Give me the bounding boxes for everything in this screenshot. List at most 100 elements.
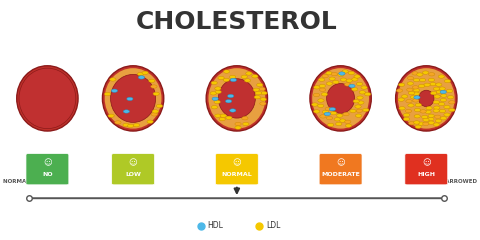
Circle shape	[433, 101, 440, 104]
Circle shape	[235, 122, 241, 126]
Circle shape	[405, 109, 412, 113]
Circle shape	[426, 107, 432, 110]
Ellipse shape	[398, 68, 455, 129]
Circle shape	[246, 72, 252, 75]
Circle shape	[319, 78, 325, 81]
Circle shape	[413, 89, 420, 92]
Circle shape	[359, 91, 365, 94]
Circle shape	[331, 72, 337, 76]
Circle shape	[108, 114, 114, 117]
Circle shape	[401, 95, 408, 98]
Circle shape	[444, 79, 451, 83]
Circle shape	[439, 87, 445, 90]
Circle shape	[410, 96, 417, 99]
Ellipse shape	[312, 68, 369, 129]
Ellipse shape	[326, 84, 355, 113]
Circle shape	[326, 72, 332, 75]
Circle shape	[342, 70, 348, 73]
Circle shape	[364, 93, 371, 96]
Circle shape	[408, 104, 414, 107]
Circle shape	[348, 71, 354, 75]
Circle shape	[363, 108, 369, 112]
Circle shape	[415, 103, 421, 107]
Circle shape	[361, 86, 367, 89]
Circle shape	[115, 121, 121, 124]
Circle shape	[355, 105, 361, 108]
Circle shape	[321, 93, 328, 96]
Ellipse shape	[102, 66, 164, 131]
Circle shape	[211, 81, 217, 84]
Ellipse shape	[110, 74, 156, 122]
Circle shape	[413, 92, 420, 96]
Circle shape	[228, 94, 234, 98]
Circle shape	[345, 83, 351, 86]
Circle shape	[313, 110, 320, 113]
Circle shape	[319, 88, 326, 91]
Circle shape	[434, 115, 441, 119]
Ellipse shape	[19, 68, 76, 129]
Circle shape	[440, 98, 446, 102]
Circle shape	[417, 73, 423, 76]
Circle shape	[259, 87, 265, 91]
Circle shape	[220, 114, 227, 117]
Circle shape	[243, 122, 249, 126]
Circle shape	[138, 76, 144, 79]
Circle shape	[109, 78, 116, 81]
Circle shape	[260, 102, 266, 105]
Text: NORMAL: NORMAL	[221, 172, 252, 176]
Circle shape	[326, 116, 333, 120]
Text: CHOLESTEROL: CHOLESTEROL	[136, 10, 338, 34]
Circle shape	[329, 77, 336, 80]
Circle shape	[355, 114, 361, 117]
Circle shape	[351, 88, 358, 91]
Text: ☺: ☺	[232, 159, 241, 168]
FancyBboxPatch shape	[112, 154, 155, 185]
Circle shape	[324, 112, 330, 116]
Circle shape	[230, 78, 237, 82]
Circle shape	[403, 117, 410, 121]
Circle shape	[254, 96, 261, 99]
Circle shape	[438, 75, 444, 78]
Circle shape	[414, 121, 420, 124]
Text: NORMAL ARTERY: NORMAL ARTERY	[3, 179, 56, 184]
Circle shape	[127, 124, 134, 127]
Circle shape	[252, 75, 258, 78]
Circle shape	[147, 120, 153, 123]
Circle shape	[142, 71, 148, 74]
Circle shape	[212, 97, 218, 101]
Circle shape	[241, 75, 248, 78]
Circle shape	[434, 95, 440, 98]
Circle shape	[352, 78, 358, 81]
Circle shape	[398, 83, 405, 86]
Circle shape	[438, 102, 444, 106]
Circle shape	[414, 96, 420, 99]
Circle shape	[436, 90, 443, 94]
Circle shape	[133, 124, 140, 127]
Text: NORMAL NARROWED: NORMAL NARROWED	[412, 179, 477, 184]
Circle shape	[398, 98, 404, 101]
Circle shape	[421, 115, 428, 119]
Circle shape	[408, 77, 414, 80]
Ellipse shape	[396, 66, 457, 131]
Circle shape	[312, 103, 318, 106]
Circle shape	[211, 106, 217, 109]
Circle shape	[422, 122, 429, 126]
Text: HIGH: HIGH	[417, 172, 435, 176]
Circle shape	[439, 109, 445, 113]
Circle shape	[318, 104, 324, 108]
Circle shape	[412, 72, 418, 75]
Circle shape	[436, 83, 442, 86]
Circle shape	[229, 109, 236, 112]
Circle shape	[415, 125, 421, 128]
Circle shape	[325, 107, 331, 111]
Circle shape	[137, 72, 144, 76]
Circle shape	[407, 88, 413, 91]
FancyBboxPatch shape	[405, 154, 448, 185]
Circle shape	[433, 87, 440, 90]
Circle shape	[151, 113, 157, 116]
Circle shape	[349, 84, 355, 88]
Circle shape	[408, 121, 415, 125]
Circle shape	[123, 123, 129, 127]
Circle shape	[350, 109, 356, 113]
Circle shape	[327, 123, 334, 126]
